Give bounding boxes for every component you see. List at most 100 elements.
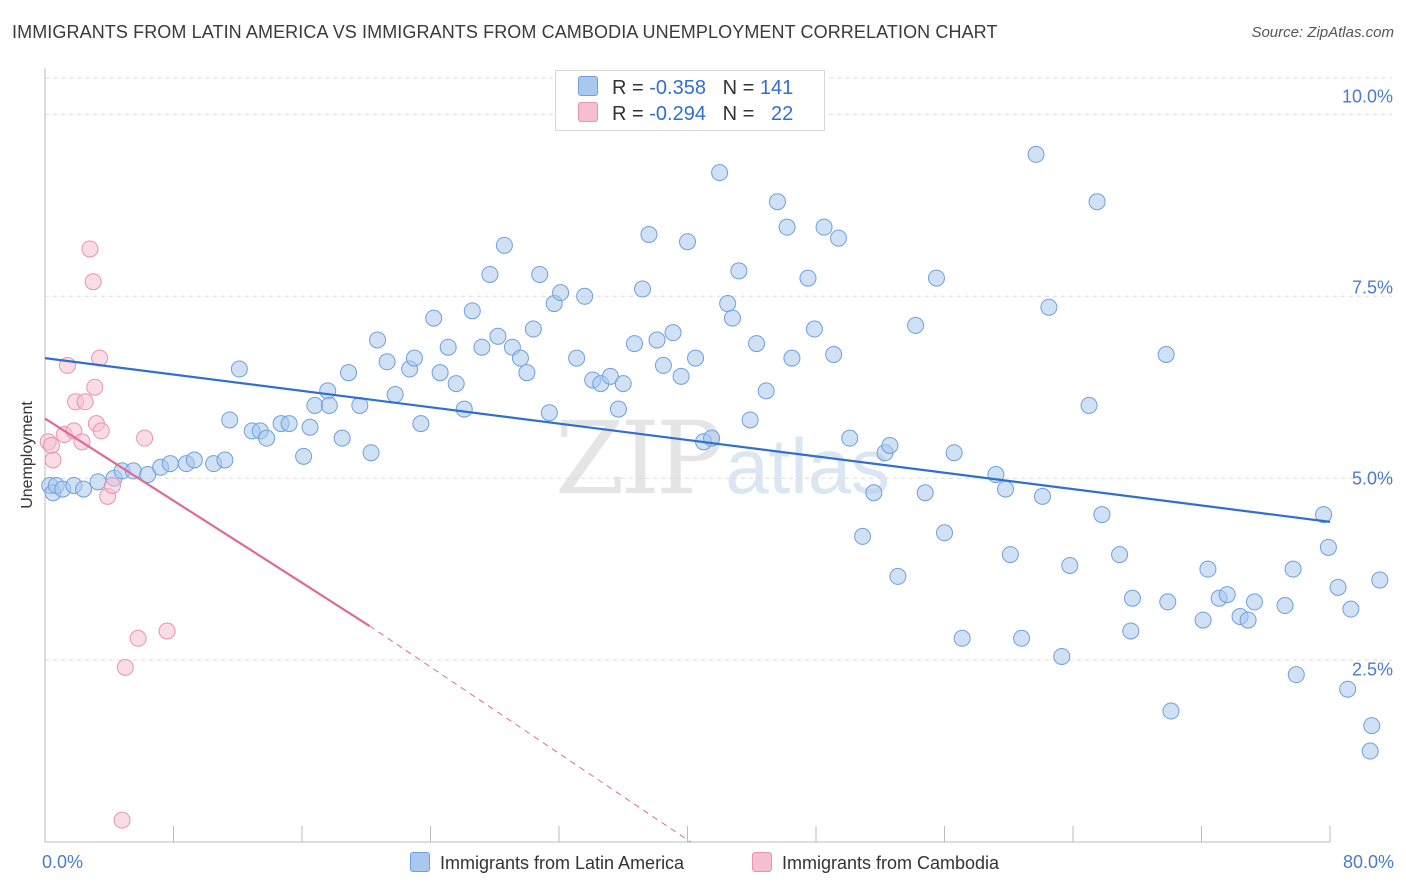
- latin-america-point: [1123, 589, 1141, 607]
- cambodia-point: [84, 273, 102, 291]
- cambodia-point: [113, 811, 131, 829]
- cambodia-point: [136, 429, 154, 447]
- latin-america-point: [1315, 506, 1333, 524]
- latin-america-point: [1363, 717, 1381, 735]
- latin-america-point: [1361, 742, 1379, 760]
- cambodia-point: [116, 658, 134, 676]
- latin-america-point: [757, 382, 775, 400]
- latin-america-point: [185, 451, 203, 469]
- latin-america-point: [306, 396, 324, 414]
- latin-america-point: [447, 375, 465, 393]
- latin-america-point: [405, 349, 423, 367]
- latin-america-point: [927, 269, 945, 287]
- bottom-legend-swatch-pink: [752, 852, 772, 872]
- legend-r-label-2: R =: [612, 103, 644, 125]
- cambodia-point: [42, 436, 60, 454]
- latin-america-point: [230, 360, 248, 378]
- watermark-zip: ZIP: [555, 400, 723, 517]
- cambodia-point: [129, 629, 147, 647]
- latin-america-point: [258, 429, 276, 447]
- latin-america-point: [1246, 593, 1264, 611]
- latin-america-point: [1122, 622, 1140, 640]
- latin-america-point: [333, 429, 351, 447]
- latin-america-point: [829, 229, 847, 247]
- y-tick-label-2-5: 2.5%: [1351, 659, 1393, 680]
- latin-america-point: [936, 524, 953, 542]
- legend-row-cambodia: R = -0.294 N = 22: [578, 102, 793, 126]
- latin-america-point: [1239, 611, 1257, 629]
- latin-america-point: [1329, 578, 1347, 596]
- latin-america-point: [1339, 680, 1357, 698]
- latin-america-point: [531, 265, 549, 283]
- latin-america-point: [916, 484, 934, 502]
- latin-america-point: [489, 327, 507, 345]
- latin-america-point: [340, 364, 358, 382]
- latin-america-point: [1218, 586, 1236, 604]
- latin-america-point: [319, 382, 337, 400]
- y-tick-label-5: 5.0%: [1351, 468, 1393, 489]
- legend-r-value-1: -0.358: [649, 77, 706, 99]
- latin-america-point: [648, 331, 666, 349]
- bottom-legend-cambodia: Immigrants from Cambodia: [752, 852, 999, 874]
- cambodia-trendline: [44, 417, 371, 627]
- cambodia-trendline-extrapolated: [369, 625, 691, 843]
- bottom-legend-label-blue: Immigrants from Latin America: [440, 853, 685, 873]
- latin-america-point: [711, 164, 729, 182]
- latin-america-point: [997, 480, 1015, 498]
- latin-america-point: [495, 236, 513, 254]
- latin-america-point: [865, 484, 883, 502]
- legend-swatch-pink: [578, 102, 598, 122]
- latin-america-point: [320, 396, 338, 414]
- latin-america-point: [1061, 557, 1079, 575]
- watermark-atlas: atlas: [725, 422, 891, 510]
- latin-america-point: [748, 335, 766, 353]
- latin-america-point: [1162, 702, 1180, 720]
- latin-america-point: [1199, 560, 1217, 578]
- latin-america-point: [783, 349, 801, 367]
- latin-america-point: [614, 375, 632, 393]
- x-tick-label-min: 0.0%: [42, 852, 84, 872]
- latin-america-point: [431, 364, 449, 382]
- latin-america-point: [1027, 145, 1045, 163]
- latin-america-point: [473, 338, 491, 356]
- latin-america-point: [89, 473, 107, 491]
- latin-america-point: [1371, 571, 1389, 589]
- latin-america-point: [1001, 546, 1019, 564]
- latin-america-point: [1080, 396, 1098, 414]
- latin-america-point: [425, 309, 443, 327]
- latin-america-point: [1093, 506, 1111, 524]
- cambodia-point: [81, 240, 99, 258]
- latin-america-point: [1319, 538, 1337, 556]
- latin-america-point: [1287, 666, 1305, 684]
- source-credit: Source: ZipAtlas.com: [1251, 24, 1394, 41]
- latin-america-point: [439, 338, 457, 356]
- latin-america-point: [679, 233, 696, 251]
- latin-america-point: [799, 269, 817, 287]
- latin-america-point: [540, 404, 558, 422]
- correlation-legend: R = -0.358 N = 141 R = -0.294 N = 22: [555, 70, 825, 131]
- latin-america-point: [768, 193, 786, 211]
- latin-america-point: [687, 349, 705, 367]
- latin-america-point: [601, 367, 619, 385]
- latin-america-point: [1159, 593, 1177, 611]
- latin-america-point: [1088, 193, 1106, 211]
- latin-america-point: [295, 447, 313, 465]
- latin-america-point: [386, 386, 404, 404]
- latin-america-point: [841, 429, 859, 447]
- latin-america-point: [1040, 298, 1058, 316]
- latin-america-point: [723, 309, 741, 327]
- latin-america-point: [301, 418, 319, 436]
- latin-america-point: [221, 411, 239, 429]
- legend-row-latin-america: R = -0.358 N = 141: [578, 76, 793, 100]
- latin-america-point: [1111, 546, 1129, 564]
- cambodia-point: [103, 476, 121, 494]
- cambodia-point: [86, 378, 104, 396]
- latin-america-point: [953, 629, 971, 647]
- y-tick-label-10: 10.0%: [1341, 86, 1393, 107]
- latin-america-point: [640, 225, 658, 243]
- latin-america-point: [889, 567, 907, 585]
- chart-title: IMMIGRANTS FROM LATIN AMERICA VS IMMIGRA…: [12, 22, 998, 42]
- latin-america-point: [568, 349, 586, 367]
- latin-america-point: [719, 295, 737, 313]
- latin-america-point: [741, 411, 759, 429]
